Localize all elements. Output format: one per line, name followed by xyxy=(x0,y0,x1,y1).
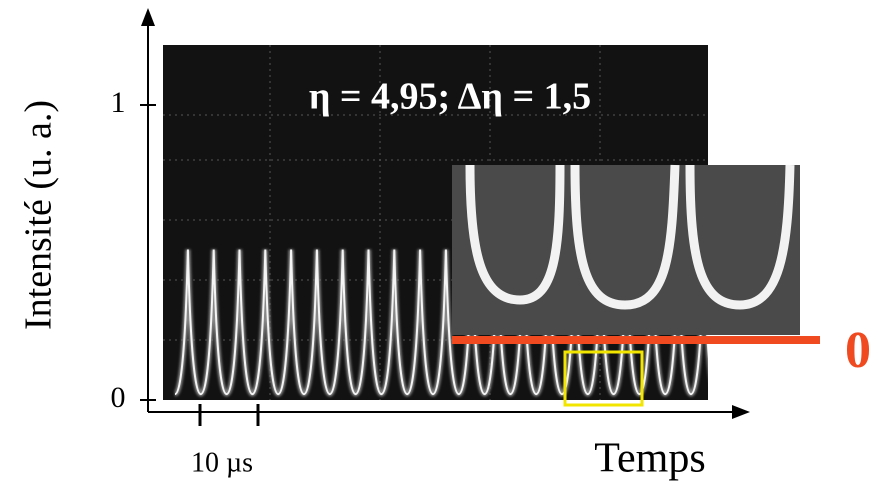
y-tick-label: 0 xyxy=(111,381,126,414)
y-arrow xyxy=(141,8,155,26)
x-axis-label: Temps xyxy=(594,436,705,482)
zoom-box xyxy=(563,350,644,407)
scale-label: 10 µs xyxy=(191,447,253,478)
x-arrow xyxy=(732,405,750,419)
y-axis-label: Intensité (u. a.) xyxy=(18,100,60,330)
inset xyxy=(452,164,800,335)
y-tick-label: 1 xyxy=(111,86,126,119)
annotation: η = 4,95; Δη = 1,5 xyxy=(309,76,591,118)
zero-label: 0 xyxy=(845,322,871,379)
